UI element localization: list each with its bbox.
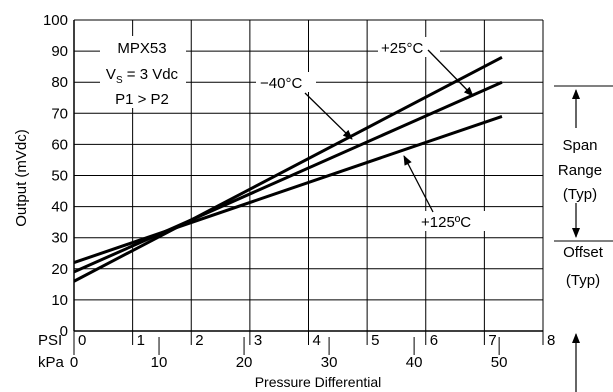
series-label-plus25: +25°C — [381, 40, 423, 57]
series-lines — [73, 55, 503, 283]
plot-grid — [73, 19, 544, 332]
series-label-plus125: +125ºC — [421, 214, 471, 231]
y-tick-label: 90 — [51, 43, 68, 60]
kpa-tick-label: 40 — [406, 354, 423, 371]
psi-tick-label: 7 — [488, 332, 496, 349]
psi-unit-label: PSI — [38, 332, 62, 349]
kpa-unit-label: kPa — [38, 354, 65, 371]
y-tick-label: 30 — [51, 230, 68, 247]
label-bg-25 — [378, 37, 440, 57]
x-axis-ticks: 0 1 2 3 4 5 6 7 8 0 10 20 30 40 50 — [70, 331, 555, 371]
info-supply-voltage: VS = 3 Vdc — [106, 66, 179, 86]
info-box — [100, 36, 186, 108]
leader-arrow-plus125 — [403, 155, 434, 213]
x-axis-label: Pressure Differential — [255, 374, 382, 390]
y-tick-label: 0 — [60, 323, 68, 340]
series-label-minus40: −40°C — [260, 75, 302, 92]
kpa-tick-label: 20 — [236, 354, 253, 371]
y-axis-label: Output (mVdc) — [13, 129, 30, 227]
series-line — [73, 80, 503, 274]
label-bg-125 — [419, 211, 485, 231]
psi-tick-label: 8 — [547, 332, 555, 349]
psi-tick-label: 3 — [254, 332, 262, 349]
series-line — [73, 114, 503, 264]
y-tick-label: 20 — [51, 261, 68, 278]
y-tick-label: 70 — [51, 105, 68, 122]
y-tick-label: 40 — [51, 199, 68, 216]
kpa-tick-label: 10 — [151, 354, 168, 371]
psi-tick-label: 2 — [195, 332, 203, 349]
series-line — [73, 55, 503, 283]
kpa-tick-label: 0 — [70, 354, 78, 371]
leader-arrow-plus25 — [427, 49, 474, 97]
span-typ-label: (Typ) — [563, 186, 597, 203]
range-label: Range — [558, 162, 602, 179]
span-label: Span — [562, 137, 597, 154]
offset-typ-label: (Typ) — [566, 272, 600, 289]
leader-arrow-minus40 — [304, 92, 353, 140]
psi-tick-label: 1 — [137, 332, 145, 349]
y-tick-label: 80 — [51, 74, 68, 91]
offset-label: Offset — [563, 244, 604, 261]
y-axis-ticks: 0 10 20 30 40 50 60 70 80 90 100 — [43, 12, 68, 340]
label-bg-m40 — [256, 72, 316, 92]
info-pressure-condition: P1 > P2 — [115, 91, 169, 108]
info-device: MPX53 — [117, 40, 166, 57]
psi-tick-label: 4 — [313, 332, 321, 349]
psi-tick-label: 0 — [78, 332, 86, 349]
y-tick-label: 60 — [51, 136, 68, 153]
y-tick-label: 10 — [51, 292, 68, 309]
kpa-tick-label: 50 — [491, 354, 508, 371]
kpa-tick-label: 30 — [321, 354, 338, 371]
y-tick-label: 100 — [43, 12, 68, 29]
psi-tick-label: 5 — [371, 332, 379, 349]
y-tick-label: 50 — [51, 168, 68, 185]
psi-tick-label: 6 — [430, 332, 438, 349]
